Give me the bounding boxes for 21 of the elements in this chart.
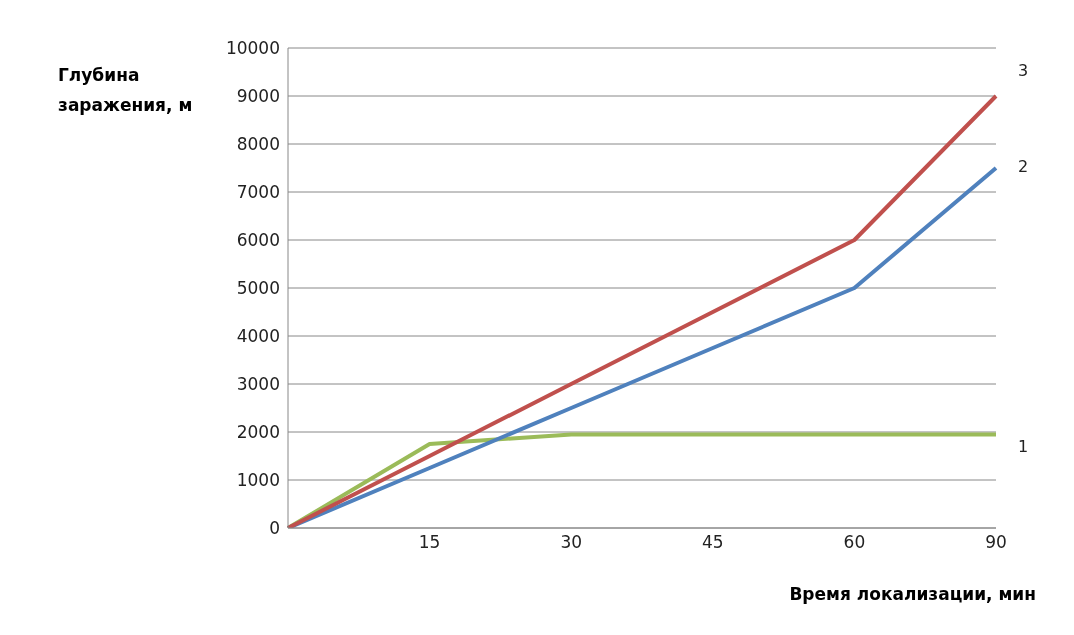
y-tick-label: 5000 xyxy=(236,278,280,299)
series-label: 1 xyxy=(1018,437,1029,457)
y-tick-label: 7000 xyxy=(236,182,280,203)
y-tick-label: 6000 xyxy=(236,230,280,251)
y-tick-label: 9000 xyxy=(236,86,280,107)
x-tick-label: 30 xyxy=(560,532,583,553)
series-label: 2 xyxy=(1018,157,1029,176)
x-tick-label: 90 xyxy=(985,532,1007,553)
x-tick-label: 60 xyxy=(843,532,866,553)
y-tick-label: 2000 xyxy=(236,422,280,443)
y-tick-label: 3000 xyxy=(236,374,280,395)
series-label: 3 xyxy=(1018,61,1029,80)
x-tick-label: 15 xyxy=(418,532,441,553)
y-tick-label: 10000 xyxy=(225,38,280,59)
y-tick-label: 8000 xyxy=(236,134,280,155)
y-tick-label: 4000 xyxy=(236,326,280,347)
x-axis-title: Время локализации, мин xyxy=(789,584,1036,604)
y-tick-label: 1000 xyxy=(236,470,280,491)
y-tick-label: 0 xyxy=(269,518,280,539)
y-axis-title: Глубина заражения, м xyxy=(58,64,194,117)
x-tick-label: 45 xyxy=(701,532,724,553)
